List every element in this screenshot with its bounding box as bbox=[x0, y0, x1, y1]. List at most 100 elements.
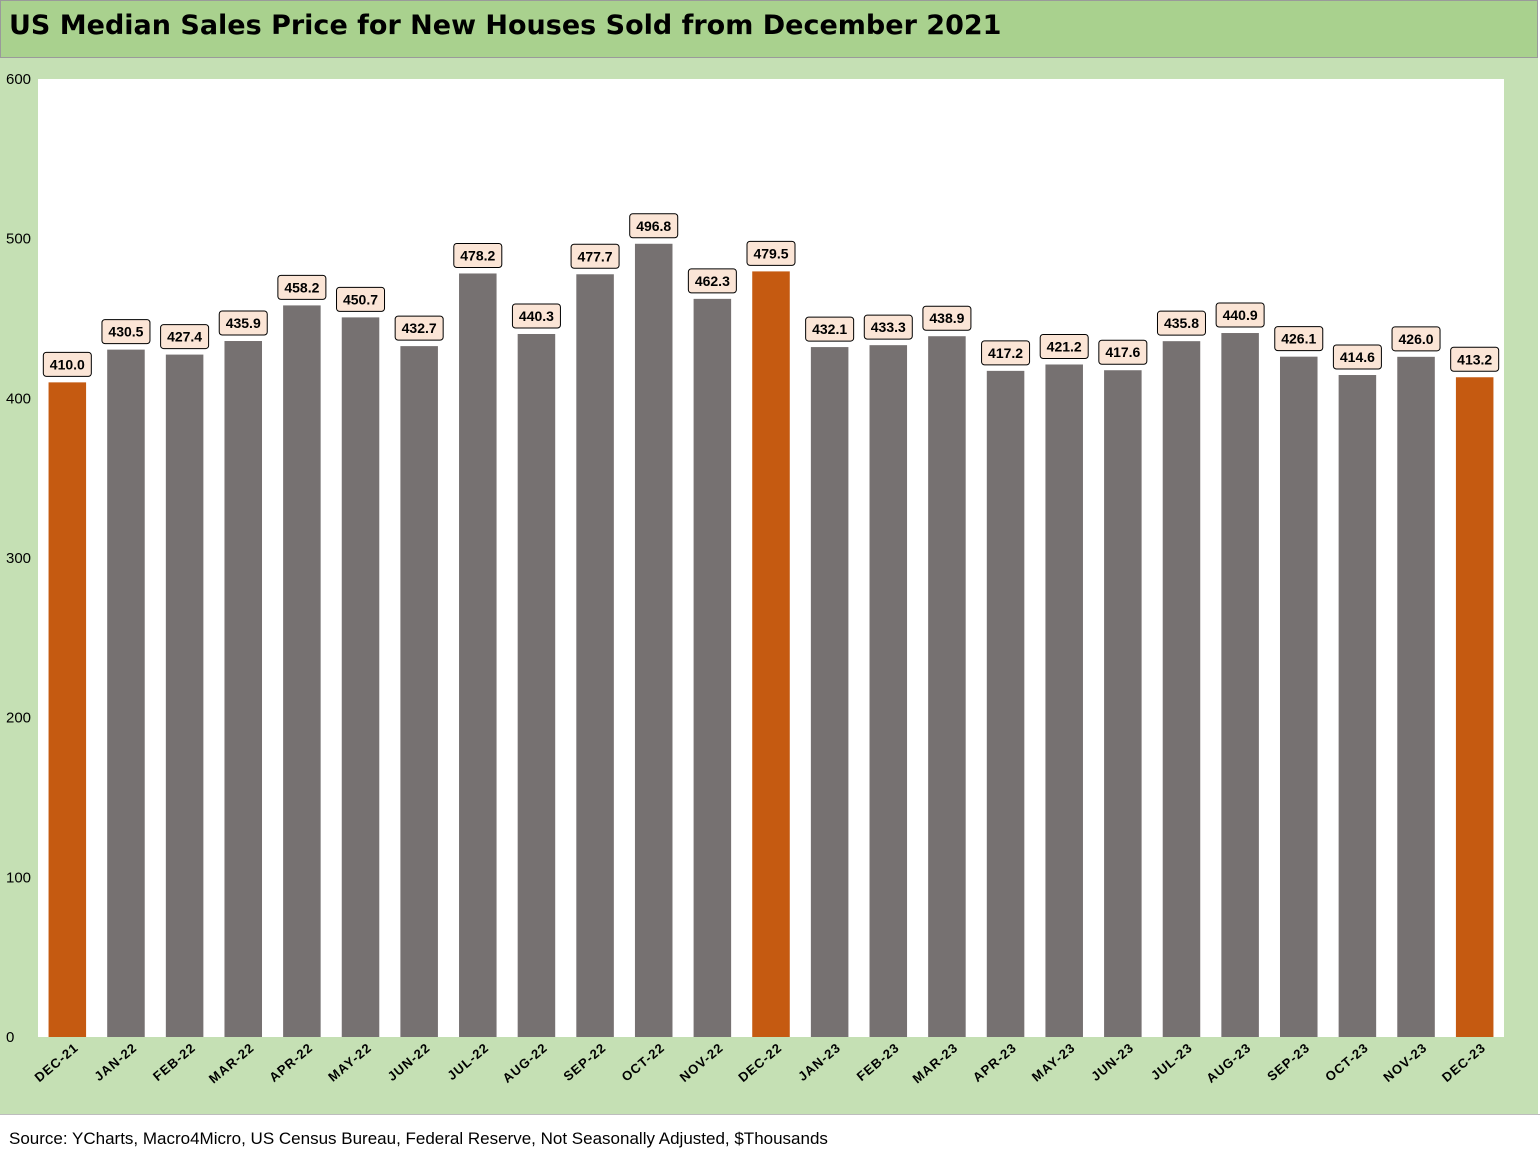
data-label-box bbox=[922, 305, 972, 331]
data-label-box bbox=[1391, 326, 1441, 352]
x-tick-label: JUN-22 bbox=[385, 1040, 434, 1084]
x-tick-label: JUN-23 bbox=[1088, 1040, 1137, 1084]
x-tick-label: MAR-23 bbox=[910, 1040, 961, 1086]
y-tick-label: 400 bbox=[6, 390, 31, 407]
bar bbox=[576, 274, 614, 1037]
data-label: 432.1 bbox=[812, 321, 847, 337]
x-tick-label: FEB-23 bbox=[854, 1040, 903, 1084]
data-label: 479.5 bbox=[753, 245, 788, 261]
y-tick-label: 0 bbox=[6, 1029, 14, 1046]
data-label-box bbox=[160, 324, 210, 350]
y-tick-label: 600 bbox=[6, 71, 31, 88]
y-tick-label: 200 bbox=[6, 710, 31, 727]
data-label-box bbox=[101, 319, 151, 345]
x-tick-label: JUL-23 bbox=[1148, 1040, 1195, 1083]
source-note: Source: YCharts, Macro4Micro, US Census … bbox=[9, 1129, 828, 1148]
data-label-box bbox=[1274, 326, 1324, 352]
data-label: 435.9 bbox=[226, 315, 261, 331]
data-label: 433.3 bbox=[871, 319, 906, 335]
data-label-box bbox=[42, 351, 92, 377]
data-label: 427.4 bbox=[167, 329, 202, 345]
bar bbox=[928, 336, 966, 1037]
bar bbox=[1162, 341, 1201, 1037]
data-label: 426.0 bbox=[1399, 331, 1434, 347]
data-label: 435.8 bbox=[1164, 315, 1199, 331]
bar bbox=[1221, 333, 1259, 1037]
data-label: 462.3 bbox=[695, 273, 730, 289]
bar bbox=[1104, 370, 1142, 1037]
bar bbox=[869, 345, 908, 1038]
data-label-box bbox=[570, 243, 620, 269]
bar bbox=[48, 382, 87, 1037]
data-label: 440.9 bbox=[1223, 307, 1258, 323]
bar bbox=[986, 370, 1025, 1037]
y-tick-label: 500 bbox=[6, 231, 31, 248]
data-label: 417.2 bbox=[988, 345, 1023, 361]
bar bbox=[400, 346, 438, 1038]
x-tick-label: AUG-23 bbox=[1203, 1040, 1254, 1086]
data-label: 450.7 bbox=[343, 291, 378, 307]
x-tick-label: JAN-22 bbox=[91, 1040, 140, 1084]
data-label-box bbox=[453, 242, 503, 268]
data-label-box bbox=[1039, 333, 1089, 359]
chart-title: US Median Sales Price for New Houses Sol… bbox=[9, 10, 1002, 41]
data-label: 432.7 bbox=[402, 320, 437, 336]
bar bbox=[517, 333, 556, 1037]
x-tick-label: NOV-22 bbox=[677, 1040, 727, 1085]
x-tick-label: JUL-22 bbox=[444, 1040, 491, 1083]
bar bbox=[634, 243, 673, 1037]
bar bbox=[693, 298, 732, 1038]
bar bbox=[341, 317, 380, 1037]
data-label-box bbox=[805, 316, 855, 342]
data-label-box bbox=[1332, 344, 1382, 370]
data-label: 413.2 bbox=[1457, 351, 1492, 367]
data-label-box bbox=[1156, 310, 1206, 336]
data-label-box bbox=[511, 303, 561, 329]
bar bbox=[1279, 356, 1318, 1037]
x-tick-label: OCT-23 bbox=[1322, 1040, 1371, 1085]
bar bbox=[459, 273, 497, 1037]
bar bbox=[1397, 356, 1435, 1037]
data-label: 410.0 bbox=[50, 356, 85, 372]
bar-chart: 0 100 200 300 400 500 600 410.0 DEC-21 430.5 JAN-2… bbox=[6, 71, 1504, 1086]
data-label: 438.9 bbox=[929, 310, 964, 326]
x-tick-label: DEC-23 bbox=[1439, 1040, 1489, 1085]
data-label-box bbox=[746, 240, 796, 266]
x-tick-label: NOV-23 bbox=[1380, 1040, 1430, 1085]
data-label-box bbox=[1215, 302, 1265, 328]
data-label-box bbox=[394, 315, 444, 341]
y-tick-label: 300 bbox=[6, 550, 31, 567]
data-label: 426.1 bbox=[1281, 331, 1316, 347]
data-label: 478.2 bbox=[460, 247, 495, 263]
bar bbox=[1338, 375, 1377, 1038]
x-tick-label: AUG-22 bbox=[500, 1040, 551, 1086]
data-label-box bbox=[336, 286, 386, 312]
data-label: 458.2 bbox=[284, 279, 319, 295]
x-tick-label: MAY-23 bbox=[1029, 1040, 1078, 1085]
x-tick-label: MAR-22 bbox=[206, 1040, 257, 1086]
data-label: 430.5 bbox=[108, 324, 143, 340]
data-label-box bbox=[981, 340, 1031, 366]
bar bbox=[1455, 377, 1494, 1037]
x-tick-label: APR-23 bbox=[970, 1040, 1020, 1085]
source-bar: Source: YCharts, Macro4Micro, US Census … bbox=[0, 1114, 1540, 1159]
x-tick-label: SEP-22 bbox=[560, 1040, 609, 1084]
x-tick-label: JAN-23 bbox=[795, 1040, 844, 1084]
data-label: 477.7 bbox=[578, 248, 613, 264]
bar bbox=[107, 349, 145, 1037]
bar bbox=[810, 347, 849, 1037]
x-tick-label: SEP-23 bbox=[1264, 1040, 1313, 1084]
data-label-box bbox=[1098, 339, 1148, 365]
data-label-box bbox=[277, 274, 327, 300]
data-label-box bbox=[629, 213, 679, 239]
bar bbox=[1045, 364, 1083, 1037]
data-label-box bbox=[863, 314, 913, 340]
x-tick-label: MAY-22 bbox=[325, 1040, 374, 1085]
data-label-box bbox=[1450, 346, 1500, 372]
x-tick-label: APR-22 bbox=[266, 1040, 316, 1085]
title-bar: US Median Sales Price for New Houses Sol… bbox=[0, 0, 1538, 58]
x-tick-label: DEC-22 bbox=[735, 1040, 785, 1085]
data-label: 421.2 bbox=[1047, 338, 1082, 354]
bar bbox=[165, 354, 204, 1037]
bar bbox=[283, 305, 321, 1037]
